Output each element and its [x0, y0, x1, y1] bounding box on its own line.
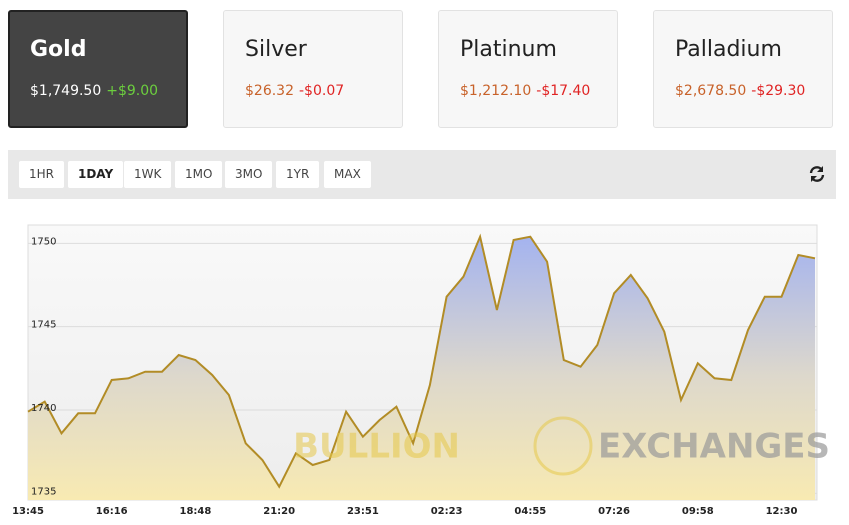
- metal-name: Silver: [245, 37, 307, 62]
- x-tick-label: 12:30: [766, 506, 798, 517]
- area: [28, 236, 815, 500]
- metal-name: Palladium: [675, 37, 782, 62]
- metal-card[interactable]: Palladium $2,678.50 -$29.30: [653, 10, 833, 128]
- x-tick-label: 02:23: [431, 506, 463, 517]
- watermark: BULLION: [293, 427, 460, 467]
- metal-name: Platinum: [460, 37, 557, 62]
- x-tick-label: 09:58: [682, 506, 714, 517]
- watermark: EXCHANGES: [598, 427, 830, 467]
- metal-card[interactable]: Silver $26.32 -$0.07: [223, 10, 403, 128]
- metal-change: +$9.00: [106, 83, 159, 99]
- watermark-logo: [533, 416, 593, 476]
- refresh-icon[interactable]: [808, 165, 826, 183]
- range-button[interactable]: 3MO: [225, 161, 273, 188]
- x-tick-label: 07:26: [598, 506, 630, 517]
- range-button[interactable]: 1MO: [175, 161, 223, 188]
- y-tick-label: 1740: [31, 403, 56, 414]
- y-tick-label: 1745: [31, 320, 56, 331]
- metal-name: Gold: [30, 37, 87, 62]
- range-button[interactable]: 1HR: [19, 161, 64, 188]
- x-tick-label: 18:48: [180, 506, 212, 517]
- metal-change: -$0.07: [299, 83, 345, 99]
- line: [27, 233, 816, 489]
- metal-price: $1,749.50: [30, 83, 102, 99]
- metal-change: -$17.40: [536, 83, 591, 99]
- x-tick-label: 21:20: [263, 506, 295, 517]
- x-tick-label: 04:55: [514, 506, 546, 517]
- metal-price: $1,212.10: [460, 83, 532, 99]
- metal-price: $2,678.50: [675, 83, 747, 99]
- metal-card[interactable]: Platinum $1,212.10 -$17.40: [438, 10, 618, 128]
- x-tick-label: 16:16: [96, 506, 128, 517]
- range-button[interactable]: MAX: [324, 161, 371, 188]
- range-button[interactable]: 1WK: [124, 161, 172, 188]
- y-tick-label: 1750: [31, 236, 56, 247]
- range-button[interactable]: 1DAY: [68, 161, 124, 188]
- metal-card[interactable]: Gold $1,749.50 +$9.00: [8, 10, 188, 128]
- x-tick-label: 13:45: [12, 506, 44, 517]
- x-tick-label: 23:51: [347, 506, 379, 517]
- y-tick-label: 1735: [31, 486, 56, 497]
- metal-change: -$29.30: [751, 83, 806, 99]
- range-button[interactable]: 1YR: [276, 161, 320, 188]
- metal-price: $26.32: [245, 83, 294, 99]
- range-toolbar: 1HR 1DAY 1WK 1MO 3MO 1YR MAX: [8, 150, 836, 199]
